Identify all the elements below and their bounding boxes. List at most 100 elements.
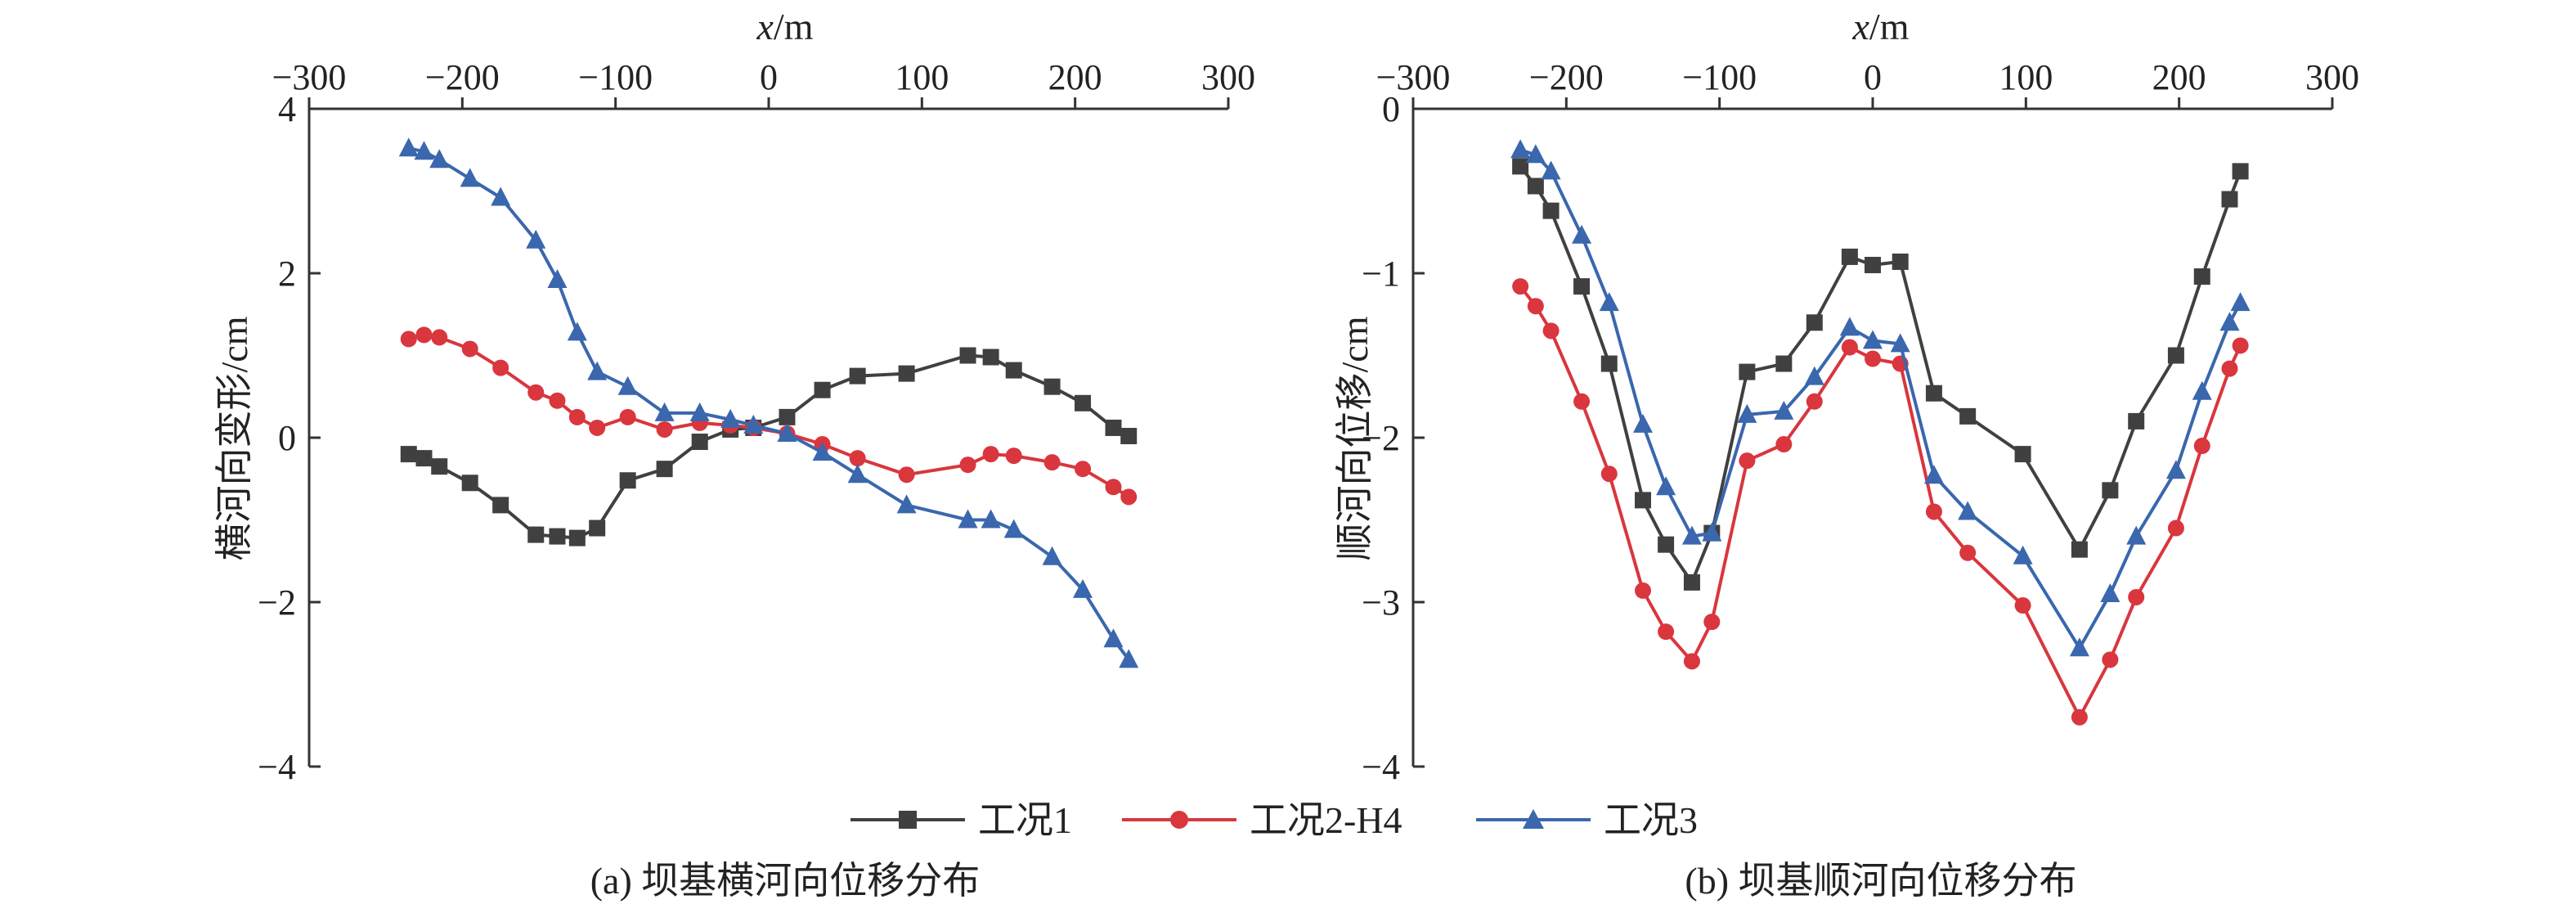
data-point — [461, 340, 478, 358]
data-point — [1573, 278, 1591, 295]
legend-marker-case2 — [1170, 811, 1188, 829]
data-point — [849, 367, 866, 385]
data-point — [2193, 438, 2210, 455]
data-point — [1806, 314, 1823, 331]
data-point — [898, 466, 915, 483]
x-axis-title-b: x/m — [1852, 6, 1910, 47]
x-tick-label-a: −300 — [272, 57, 347, 97]
data-point — [617, 376, 638, 395]
data-point — [1839, 317, 1860, 336]
data-point — [958, 509, 978, 528]
chart-panel-a: x/m 横河向变形/cm (a) 坝基横河向位移分布 −300 −200 −100 0… — [213, 6, 1255, 902]
x-tick-label-a: 300 — [1201, 57, 1255, 97]
x-tick-label-a: 200 — [1048, 57, 1102, 97]
y-axis-title-b: 顺河向位移/cm — [1334, 316, 1376, 560]
data-point — [1633, 413, 1653, 433]
x-tick-label-b: −100 — [1682, 57, 1757, 97]
data-point — [2014, 446, 2031, 463]
data-point — [460, 168, 480, 187]
data-point — [2069, 637, 2089, 657]
legend-item-case3: 工况3 — [1476, 799, 1698, 841]
y-tick-label-b: −3 — [1362, 582, 1400, 623]
data-point — [567, 322, 587, 341]
data-point — [431, 458, 448, 475]
data-point — [1958, 501, 1978, 520]
data-point — [415, 450, 433, 467]
data-point — [398, 137, 419, 157]
data-point — [2167, 519, 2184, 537]
data-point — [549, 392, 566, 409]
data-point — [1863, 330, 1883, 349]
x-axis-title-a: x/m — [756, 6, 814, 47]
data-point — [589, 419, 606, 436]
data-point — [1527, 298, 1544, 315]
data-point — [619, 472, 636, 489]
y-tick-label-b: −4 — [1362, 747, 1400, 787]
series-line-a-2 — [408, 333, 1130, 499]
data-point — [1681, 525, 1702, 545]
series-a-1 — [400, 347, 1138, 546]
data-point — [492, 359, 509, 376]
data-point — [2221, 191, 2238, 208]
x-tick-label-a: −100 — [578, 57, 653, 97]
data-point — [1042, 546, 1062, 565]
data-point — [2126, 525, 2147, 545]
data-point — [2165, 460, 2186, 479]
data-point — [2071, 708, 2088, 726]
data-point — [1658, 623, 1675, 641]
legend-label-case3: 工况3 — [1604, 799, 1698, 841]
data-point — [743, 414, 764, 434]
data-point — [1775, 355, 1793, 372]
data-point — [654, 402, 675, 421]
data-point — [1600, 355, 1618, 372]
data-point — [547, 269, 568, 289]
legend-item-case1: 工况1 — [850, 799, 1072, 841]
data-point — [812, 442, 832, 461]
data-point — [720, 408, 741, 428]
data-point — [1656, 476, 1676, 496]
data-point — [982, 446, 999, 463]
data-point — [1573, 393, 1591, 410]
series-b-3 — [1510, 139, 2251, 657]
data-point — [898, 365, 915, 382]
data-point — [568, 408, 586, 425]
data-point — [1073, 578, 1093, 598]
data-point — [1119, 649, 1139, 668]
data-point — [1043, 454, 1061, 471]
legend: 工况1 工况2-H4 工况3 — [850, 799, 1698, 841]
y-tick-label-a: 0 — [278, 418, 296, 458]
data-point — [2013, 545, 2033, 564]
data-point — [1865, 256, 1881, 273]
series-line-b-2 — [1519, 285, 2242, 719]
x-tick-label-b: 300 — [2305, 57, 2359, 97]
data-point — [2219, 312, 2240, 331]
y-tick-label-a: 4 — [278, 89, 296, 129]
data-point — [1542, 322, 1560, 340]
data-point — [549, 528, 566, 545]
data-point — [1925, 503, 1942, 520]
chart-panel-b: x/m 顺河向位移/cm (b) 坝基顺河向位移分布 −300 −200 −100 0… — [1334, 6, 2359, 902]
x-tick-label-a: −200 — [425, 57, 500, 97]
series-line-a-1 — [408, 353, 1130, 540]
legend-label-case1: 工况1 — [978, 799, 1072, 841]
data-point — [1003, 519, 1024, 538]
legend-item-case2: 工况2-H4 — [1122, 799, 1402, 841]
data-point — [1775, 436, 1793, 453]
data-point — [779, 408, 796, 425]
data-point — [527, 526, 545, 543]
data-point — [1923, 465, 1944, 484]
data-point — [1120, 427, 1138, 444]
data-point — [2221, 360, 2238, 377]
data-point — [1600, 465, 1618, 483]
data-point — [1739, 363, 1756, 380]
data-point — [1739, 452, 1756, 470]
data-point — [1527, 178, 1544, 195]
data-point — [1658, 536, 1675, 553]
data-point — [1541, 160, 1561, 180]
data-point — [1925, 385, 1942, 402]
series-line-b-3 — [1519, 148, 2242, 650]
y-tick-label-b: −1 — [1362, 254, 1400, 294]
data-point — [400, 331, 417, 348]
data-point — [2102, 482, 2119, 499]
